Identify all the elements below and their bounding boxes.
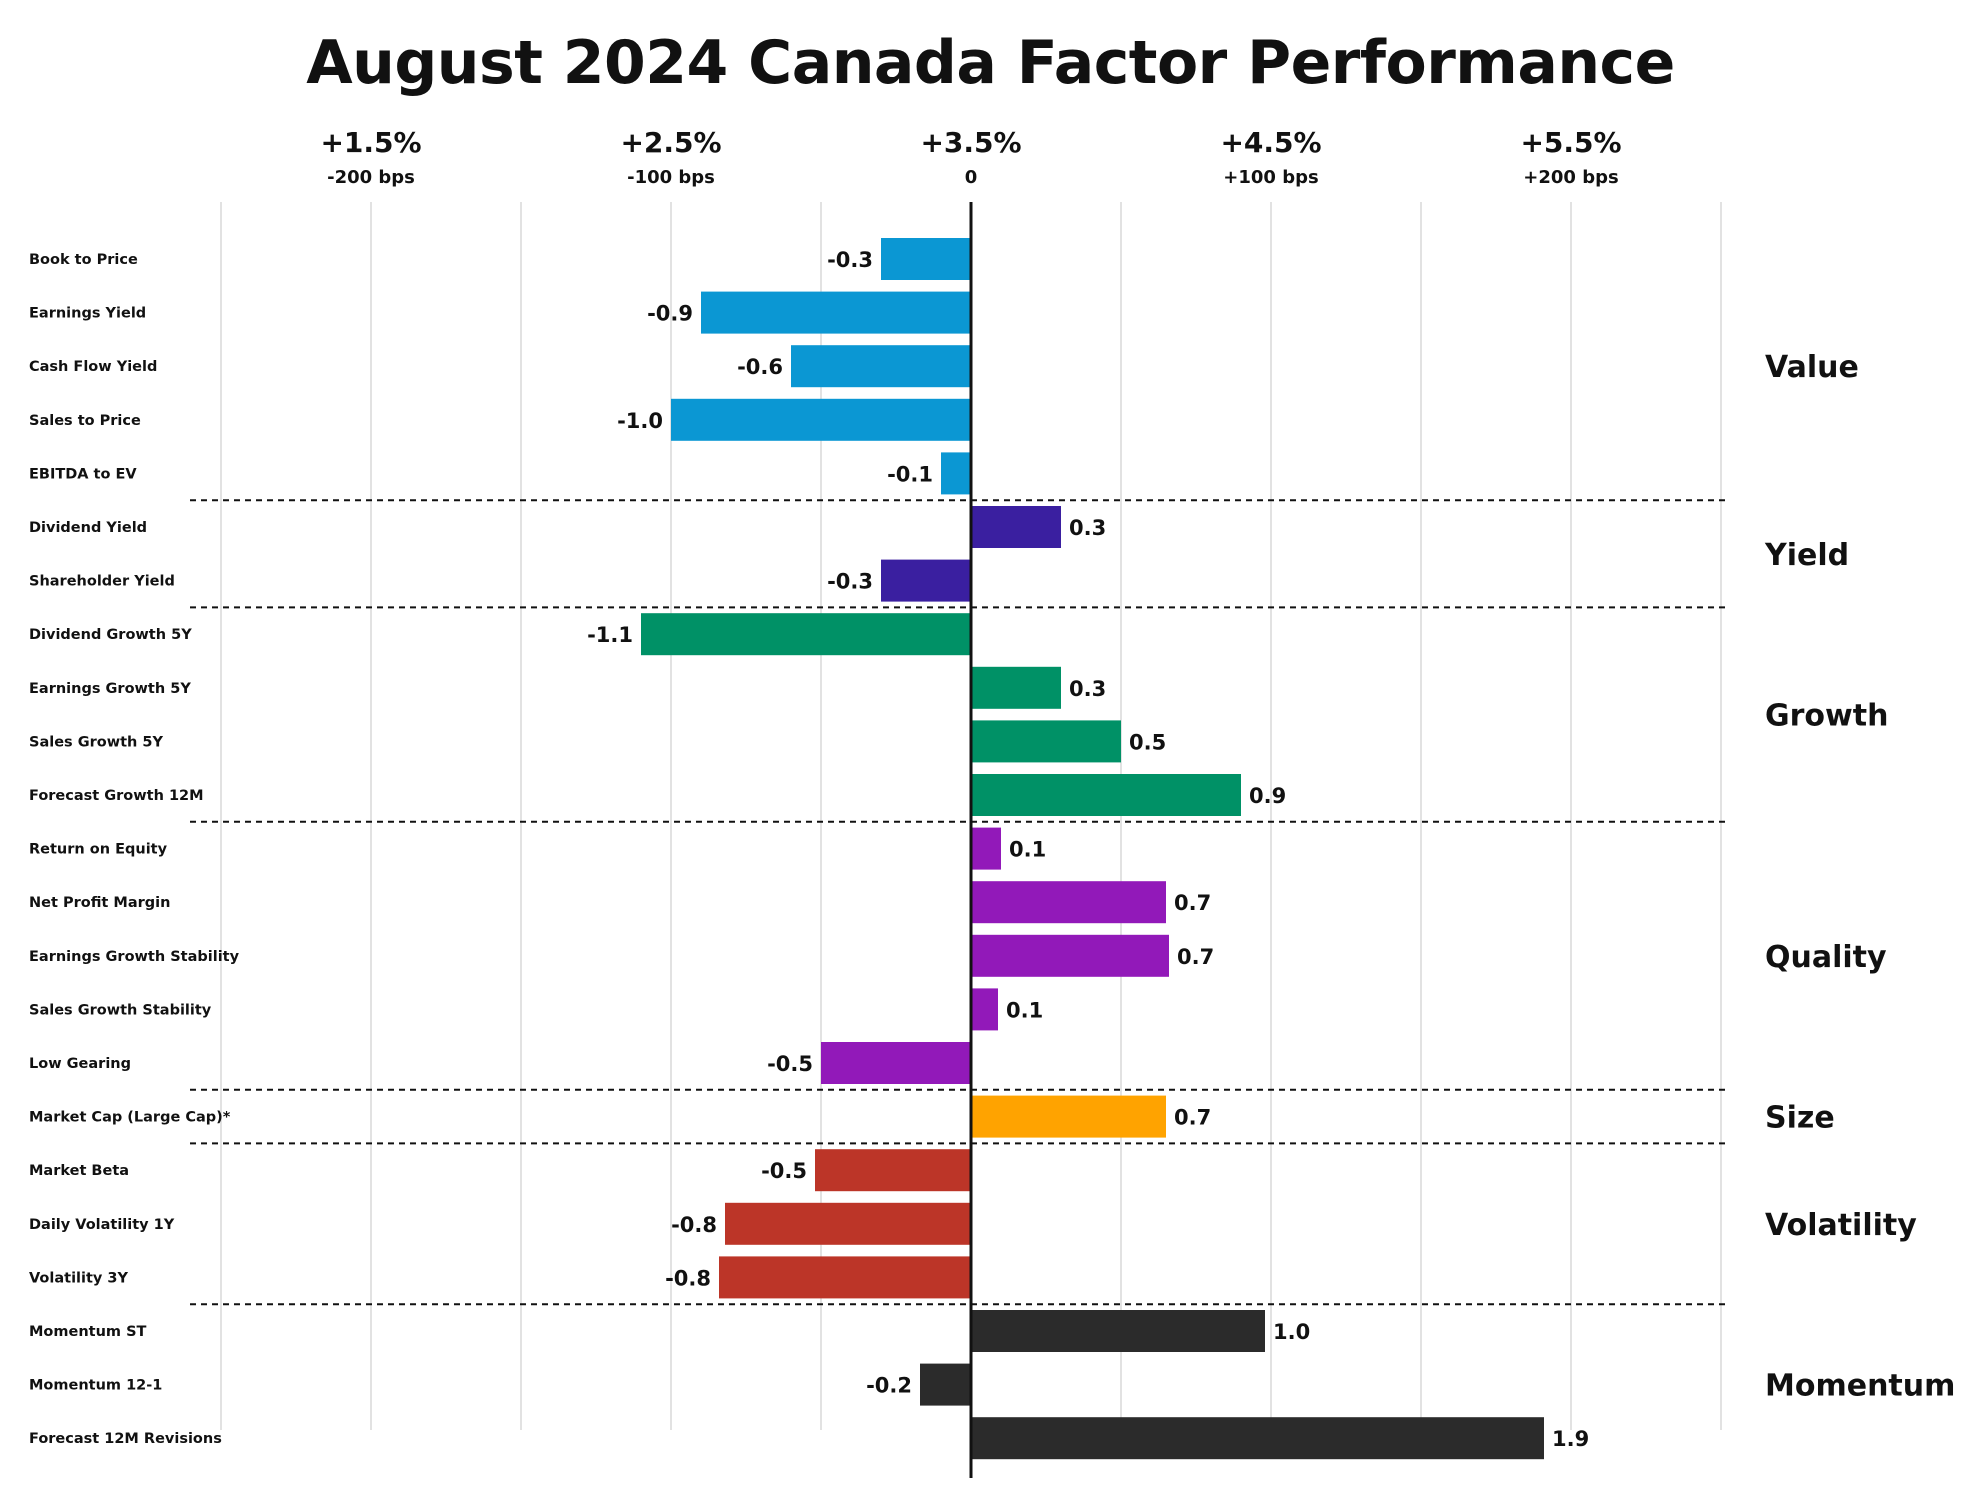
category-label: Momentum 12-1 — [29, 1378, 162, 1394]
data-label: 1.0 — [1273, 1320, 1310, 1344]
value-labels: -0.3 -0.9 -0.6 -1.0 -0.1 0.3 -0.3 -1.1 0.3 0.5 0.9… — [587, 248, 1589, 1451]
data-label: 0.7 — [1174, 891, 1211, 915]
bar — [701, 291, 971, 334]
data-label: -0.3 — [827, 248, 873, 272]
category-label: Return on Equity — [29, 842, 168, 858]
bar — [725, 1202, 971, 1245]
category-label: Daily Volatility 1Y — [29, 1217, 175, 1233]
category-label: Book to Price — [29, 252, 138, 268]
bar — [971, 1417, 1544, 1460]
data-label: -0.8 — [665, 1266, 711, 1290]
category-label: Dividend Growth 5Y — [29, 627, 192, 643]
bar — [971, 506, 1061, 548]
category-label: Earnings Growth Stability — [29, 949, 240, 965]
bar — [971, 934, 1169, 977]
category-label: Net Profit Margin — [29, 895, 170, 911]
data-label: 1.9 — [1552, 1427, 1589, 1451]
data-label: 0.9 — [1249, 784, 1286, 808]
data-label: -0.1 — [887, 462, 933, 486]
data-label: 0.7 — [1174, 1106, 1211, 1130]
group-separators — [190, 499, 1730, 1306]
bars — [641, 238, 1544, 1460]
x-tick-label-percent: +5.5% — [1520, 126, 1621, 159]
bar — [881, 238, 971, 280]
category-label: EBITDA to EV — [29, 466, 137, 482]
category-label: Earnings Yield — [29, 306, 146, 322]
category-label: Shareholder Yield — [29, 574, 175, 590]
data-label: -0.6 — [737, 355, 783, 379]
category-label: Cash Flow Yield — [29, 359, 157, 375]
bar — [971, 1095, 1166, 1138]
category-labels: Book to Price Earnings Yield Cash Flow Yie… — [29, 252, 240, 1447]
bar — [971, 1310, 1265, 1352]
x-tick-label-bps: +100 bps — [1223, 167, 1318, 188]
x-tick-label-bps: -200 bps — [327, 167, 415, 188]
category-label: Sales to Price — [29, 413, 141, 429]
data-label: -0.9 — [647, 302, 693, 326]
data-label: -0.3 — [827, 570, 873, 594]
x-tick-label-percent: +2.5% — [620, 126, 721, 159]
data-label: 0.1 — [1009, 838, 1046, 862]
data-label: -0.2 — [866, 1374, 912, 1398]
bar — [971, 988, 998, 1031]
bar — [791, 345, 971, 388]
category-label: Sales Growth Stability — [29, 1002, 212, 1018]
category-label: Forecast 12M Revisions — [29, 1431, 222, 1447]
x-tick-label-bps: -100 bps — [627, 167, 715, 188]
data-label: -1.1 — [587, 623, 633, 647]
data-label: 0.5 — [1129, 730, 1166, 754]
x-tick-label-percent: +1.5% — [320, 126, 421, 159]
data-label: 0.1 — [1006, 998, 1043, 1022]
category-label: Sales Growth 5Y — [29, 734, 164, 750]
x-tick-label-bps: +200 bps — [1523, 167, 1618, 188]
x-tick-label-percent: +3.5% — [920, 126, 1021, 159]
group-label: Quality — [1765, 940, 1887, 975]
data-label: 0.3 — [1069, 516, 1106, 540]
group-label: Momentum — [1765, 1369, 1955, 1404]
bar — [971, 881, 1166, 924]
bar — [971, 720, 1121, 763]
group-label: Yield — [1764, 538, 1849, 573]
bar — [719, 1256, 971, 1299]
category-label: Forecast Growth 12M — [29, 788, 204, 804]
group-labels: Value Yield Growth Quality Size Volatility Mom… — [1764, 350, 1955, 1403]
bar — [671, 398, 971, 441]
category-label: Market Beta — [29, 1163, 129, 1179]
group-label: Volatility — [1765, 1208, 1917, 1243]
group-label: Value — [1765, 350, 1859, 385]
data-label: -0.5 — [767, 1052, 813, 1076]
bar — [971, 666, 1061, 709]
category-label: Market Cap (Large Cap)* — [29, 1110, 231, 1126]
bar — [881, 559, 971, 602]
data-label: 0.7 — [1177, 945, 1214, 969]
category-label: Momentum ST — [29, 1324, 147, 1340]
category-label: Earnings Growth 5Y — [29, 681, 191, 697]
bar — [815, 1149, 971, 1192]
chart-title: August 2024 Canada Factor Performance — [306, 28, 1675, 98]
data-label: -1.0 — [617, 409, 663, 433]
group-label: Size — [1765, 1101, 1835, 1136]
bar — [920, 1363, 971, 1406]
bar — [641, 613, 971, 656]
bar — [971, 827, 1001, 870]
category-label: Low Gearing — [29, 1056, 131, 1072]
data-label: -0.8 — [671, 1213, 717, 1237]
bar — [971, 774, 1241, 816]
category-label: Dividend Yield — [29, 520, 147, 536]
data-label: 0.3 — [1069, 677, 1106, 701]
group-label: Growth — [1765, 699, 1888, 734]
bar — [821, 1042, 971, 1084]
bar — [941, 452, 971, 495]
category-label: Volatility 3Y — [29, 1270, 129, 1286]
x-tick-label-bps: 0 — [965, 167, 978, 188]
x-axis-ticks: +1.5% -200 bps +2.5% -100 bps +3.5% 0 +4.5% +10… — [320, 126, 1621, 188]
x-tick-label-percent: +4.5% — [1220, 126, 1321, 159]
data-label: -0.5 — [761, 1159, 807, 1183]
